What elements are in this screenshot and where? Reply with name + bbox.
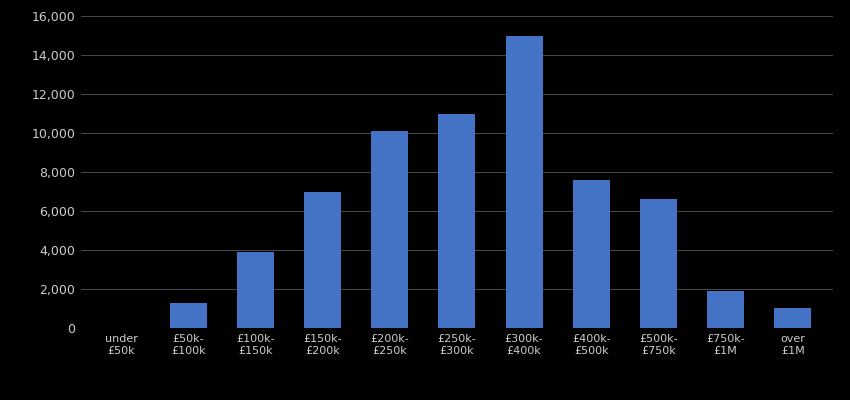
Bar <box>640 199 677 328</box>
Bar <box>506 36 542 328</box>
Bar <box>573 180 609 328</box>
Bar <box>371 131 408 328</box>
Bar <box>237 252 274 328</box>
Bar <box>304 192 341 328</box>
Bar <box>439 114 475 328</box>
Bar <box>170 303 207 328</box>
Bar <box>774 308 811 328</box>
Bar <box>707 291 744 328</box>
